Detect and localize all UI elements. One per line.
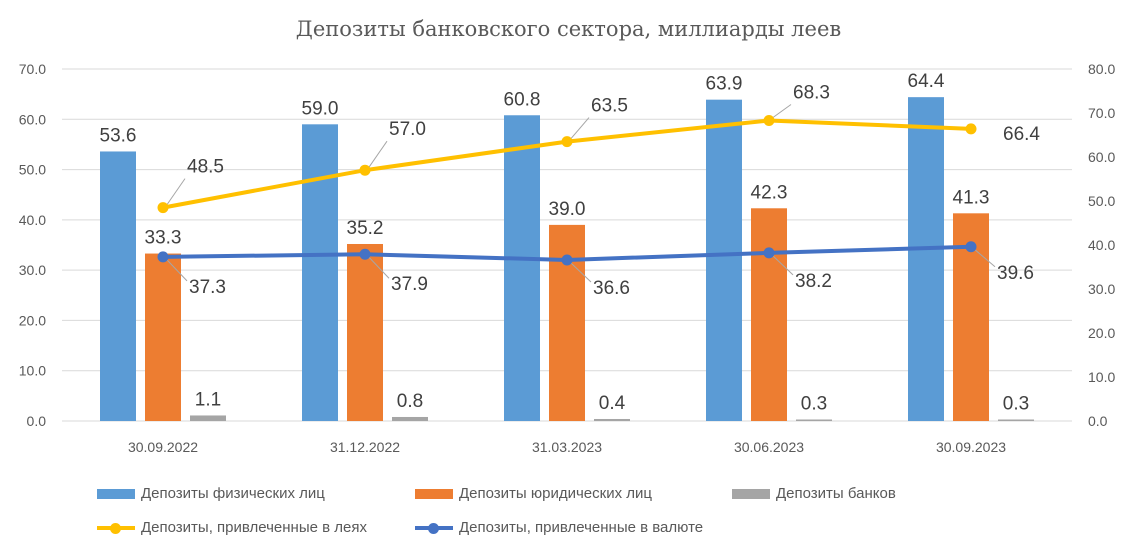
bar-2 <box>347 243 383 421</box>
bar-data-label: 0.8 <box>397 391 423 412</box>
line-point <box>359 248 371 260</box>
line-point <box>965 241 977 253</box>
bar-3 <box>392 416 428 421</box>
bar-1 <box>302 124 338 422</box>
bar-data-label: 0.3 <box>801 393 827 414</box>
y-left-tick-label: 20.0 <box>19 312 46 328</box>
leader-line <box>166 178 186 205</box>
legend-label: Депозиты, привлеченные в леях <box>141 519 367 536</box>
bar-2 <box>145 253 181 421</box>
line-data-label: 37.3 <box>189 277 226 298</box>
line-data-label: 48.5 <box>187 157 224 178</box>
line-point <box>763 114 775 126</box>
leader-line <box>772 104 792 118</box>
bar-data-label: 35.2 <box>347 218 384 239</box>
y-left-tick-label: 0.0 <box>27 413 47 429</box>
line-data-label: 37.9 <box>391 274 428 295</box>
bar-2 <box>549 224 585 421</box>
bar-data-label: 39.0 <box>549 199 586 220</box>
line-data-label: 68.3 <box>793 82 830 103</box>
bar-1 <box>504 115 540 422</box>
line-point <box>157 251 169 263</box>
leader-line <box>974 249 996 268</box>
legend-label: Депозиты, привлеченные в валюте <box>459 519 704 536</box>
legend-line-marker <box>97 522 135 534</box>
line-data-label: 66.4 <box>1003 124 1040 145</box>
y-right-tick-label: 30.0 <box>1088 281 1115 297</box>
legend-item-individuals: Депозиты физических лиц <box>97 485 325 502</box>
leader-line <box>570 117 590 139</box>
y-left-tick-label: 50.0 <box>19 162 46 178</box>
legend-line-marker <box>415 522 453 534</box>
bar-2 <box>751 208 787 421</box>
line-data-label: 38.2 <box>795 271 832 292</box>
bar-data-label: 0.4 <box>599 393 626 414</box>
legend-item-legal-entities: Депозиты юридических лиц <box>415 485 652 502</box>
legend-label: Депозиты юридических лиц <box>459 485 652 502</box>
x-tick-label: 30.09.2022 <box>128 439 198 455</box>
bar-data-label: 42.3 <box>751 182 788 203</box>
line-point <box>157 202 169 214</box>
y-right-tick-label: 0.0 <box>1088 413 1108 429</box>
y-right-tick-label: 80.0 <box>1088 61 1115 77</box>
legend-label: Депозиты банков <box>776 485 896 502</box>
line-point <box>561 136 573 148</box>
y-right-tick-label: 50.0 <box>1088 193 1115 209</box>
leader-line <box>166 259 188 282</box>
x-tick-label: 30.09.2023 <box>936 439 1006 455</box>
y-left-tick-label: 60.0 <box>19 111 46 127</box>
line-point <box>561 254 573 266</box>
bar-data-label: 53.6 <box>100 125 137 146</box>
line-data-label: 36.6 <box>593 278 630 299</box>
line-point <box>763 247 775 259</box>
y-right-tick-label: 20.0 <box>1088 325 1115 341</box>
bar-data-label: 60.8 <box>504 89 541 110</box>
bar-data-label: 0.3 <box>1003 393 1029 414</box>
legend-swatch <box>415 488 453 499</box>
legend-item-currency: Депозиты, привлеченные в валюте <box>415 519 703 536</box>
bar-data-label: 41.3 <box>953 187 990 208</box>
bar-1 <box>706 99 742 421</box>
y-right-tick-label: 10.0 <box>1088 369 1115 385</box>
leader-line <box>772 255 794 276</box>
line-data-label: 57.0 <box>389 119 426 140</box>
bar-1 <box>100 151 136 421</box>
line-data-label: 63.5 <box>591 96 628 117</box>
leader-line <box>570 262 592 283</box>
x-tick-label: 31.12.2022 <box>330 439 400 455</box>
y-right-tick-label: 60.0 <box>1088 149 1115 165</box>
bar-3 <box>594 418 630 421</box>
y-left-tick-label: 30.0 <box>19 262 46 278</box>
bar-3 <box>190 415 226 421</box>
y-right-tick-label: 70.0 <box>1088 105 1115 121</box>
leader-line <box>368 140 388 168</box>
line-point <box>965 123 977 135</box>
bar-data-label: 63.9 <box>706 74 743 95</box>
bar-data-label: 59.0 <box>302 98 339 119</box>
legend-swatch <box>732 488 770 499</box>
y-left-tick-label: 70.0 <box>19 61 46 77</box>
y-left-tick-label: 40.0 <box>19 212 46 228</box>
bar-data-label: 64.4 <box>908 71 945 92</box>
x-tick-label: 30.06.2023 <box>734 439 804 455</box>
x-tick-label: 31.03.2023 <box>532 439 602 455</box>
legend-label: Депозиты физических лиц <box>141 485 325 502</box>
line-point <box>359 164 371 176</box>
bar-data-label: 1.1 <box>195 389 221 410</box>
bar-1 <box>908 97 944 421</box>
line-data-label: 39.6 <box>997 263 1034 284</box>
bar-3 <box>796 419 832 421</box>
leader-line <box>368 256 390 279</box>
chart-title: Депозиты банковского сектора, миллиарды … <box>295 17 842 41</box>
y-right-tick-label: 40.0 <box>1088 237 1115 253</box>
line-series-1 <box>161 118 973 210</box>
bar-data-label: 33.3 <box>145 228 182 249</box>
legend-item-banks: Депозиты банков <box>732 485 896 502</box>
y-left-tick-label: 10.0 <box>19 363 46 379</box>
legend-item-lei: Депозиты, привлеченные в леях <box>97 519 367 536</box>
legend-swatch <box>97 488 135 499</box>
bar-3 <box>998 419 1034 421</box>
